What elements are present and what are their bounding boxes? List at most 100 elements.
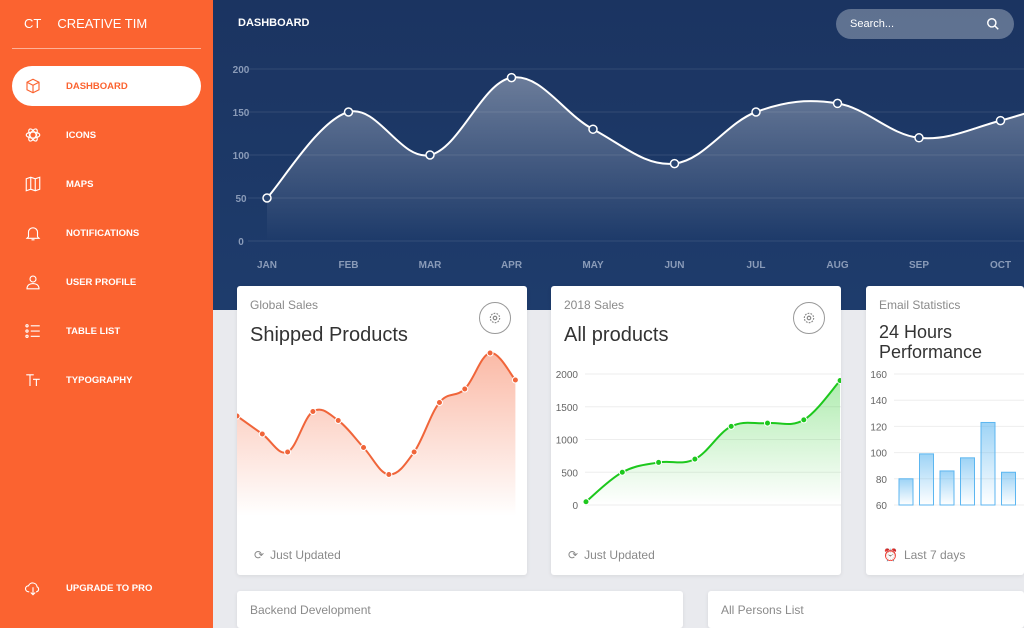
x-tick-label: FEB (339, 260, 359, 271)
gear-icon (803, 312, 815, 324)
card-all-persons: All Persons List (708, 591, 1024, 628)
card-footer: ⟳ Just Updated (254, 548, 341, 562)
email-bar-chart: 60 80 100 120 140 160 (870, 370, 1024, 512)
data-point (511, 376, 519, 384)
sidebar-item-label: TYPOGRAPHY (66, 374, 133, 386)
main-line-chart: 0 50 100 150 200 JAN FEB MAR APR MAY JUN JUL AUG SEP O… (233, 65, 1024, 271)
card-category: Global Sales (250, 298, 319, 312)
y-tick-label: 2000 (556, 370, 579, 381)
y-tick-label: 60 (876, 501, 888, 512)
refresh-icon: ⟳ (568, 548, 579, 562)
bar (980, 421, 996, 506)
data-point (582, 498, 590, 506)
bell-icon (25, 227, 41, 241)
sidebar-item-label: DASHBOARD (66, 80, 128, 92)
sidebar-item-typography[interactable]: TYPOGRAPHY (12, 360, 201, 400)
sidebar-item-notifications[interactable]: NOTIFICATIONS (12, 213, 201, 253)
footer-text: Just Updated (270, 548, 341, 562)
data-point (461, 385, 469, 393)
sidebar-item-label: MAPS (66, 178, 94, 190)
bar (919, 453, 934, 506)
data-point (284, 448, 292, 456)
data-point (237, 412, 241, 420)
y-tick-label: 1500 (556, 403, 579, 414)
footer-text: Just Updated (584, 548, 655, 562)
card-category: 2018 Sales (564, 298, 625, 312)
data-point (669, 158, 680, 169)
data-point (258, 430, 266, 438)
y-tick-label: 150 (233, 108, 250, 119)
search-placeholder: Search... (850, 18, 895, 30)
sidebar-item-label: NOTIFICATIONS (66, 227, 140, 239)
user-icon (26, 275, 40, 290)
settings-button[interactable] (479, 302, 511, 334)
upgrade-to-pro-button[interactable]: UPGRADE TO PRO (12, 568, 201, 608)
y-tick-label: 0 (238, 237, 244, 248)
sidebar-item-icons[interactable]: ICONS (12, 115, 201, 155)
data-point (385, 471, 393, 478)
x-tick-label: JUN (664, 260, 684, 271)
bar (960, 457, 975, 506)
data-point (410, 448, 418, 456)
data-point (506, 72, 517, 83)
card-backend-development: Backend Development (237, 591, 683, 628)
area-fill (237, 352, 516, 516)
x-tick-label: APR (501, 260, 523, 271)
data-point (655, 458, 663, 466)
map-icon (25, 176, 41, 192)
card-category: All Persons List (721, 603, 804, 617)
refresh-icon: ⟳ (254, 548, 265, 562)
x-tick-label: JAN (257, 260, 277, 271)
data-point (262, 193, 272, 203)
y-tick-label: 50 (235, 194, 247, 205)
x-tick-label: OCT (990, 260, 1011, 271)
data-point (800, 416, 808, 424)
data-point (618, 468, 626, 476)
y-tick-label: 0 (572, 501, 578, 512)
data-point (425, 150, 435, 160)
data-point (435, 399, 443, 406)
sidebar-item-label: ICONS (66, 129, 97, 141)
upgrade-label: UPGRADE TO PRO (66, 582, 153, 594)
text-icon (26, 374, 40, 386)
bar (898, 478, 914, 506)
page-title: DASHBOARD (238, 17, 310, 29)
data-point (751, 107, 761, 117)
card-email-statistics: Email Statistics 24 Hours Performance 60… (866, 286, 1024, 575)
card-title: All products (564, 324, 669, 346)
bar (1001, 471, 1016, 506)
card-category: Email Statistics (879, 298, 961, 312)
data-point (309, 408, 317, 415)
card-footer: ⏰ Last 7 days (883, 548, 965, 562)
sidebar-item-dashboard[interactable]: DASHBOARD (12, 66, 201, 106)
data-point (691, 455, 699, 463)
all-products-chart: 0 500 1000 1500 2000 (556, 370, 841, 512)
card-title: 24 Hours Performance (879, 322, 983, 362)
search-input[interactable]: Search... (836, 9, 1014, 39)
data-point (995, 115, 1006, 126)
y-tick-label: 100 (870, 449, 887, 460)
alarm-icon: ⏰ (883, 548, 898, 562)
data-point (360, 444, 368, 451)
brand-name: CREATIVE TIM (57, 16, 148, 31)
brand-short: CT (24, 16, 42, 31)
data-point (764, 419, 771, 427)
cloud-download-icon (25, 582, 40, 596)
sidebar-item-table-list[interactable]: TABLE LIST (12, 311, 201, 351)
sidebar-item-label: USER PROFILE (66, 276, 137, 288)
x-tick-label: MAY (582, 260, 604, 271)
sidebar-item-user-profile[interactable]: USER PROFILE (12, 262, 201, 302)
data-point (727, 422, 735, 430)
x-tick-label: JUL (747, 260, 766, 271)
series-line (585, 379, 841, 503)
sidebar-item-maps[interactable]: MAPS (12, 164, 201, 204)
sidebar-item-label: TABLE LIST (66, 325, 121, 337)
settings-button[interactable] (793, 302, 825, 334)
cube-icon (26, 78, 40, 94)
brand[interactable]: CT CREATIVE TIM (24, 16, 147, 31)
search-icon[interactable] (986, 17, 1000, 31)
header-panel: DASHBOARD Search... 0 50 100 150 200 JAN FEB MA… (213, 0, 1024, 310)
y-tick-label: 80 (876, 475, 888, 486)
y-tick-label: 100 (233, 151, 250, 162)
y-tick-label: 160 (870, 370, 887, 381)
